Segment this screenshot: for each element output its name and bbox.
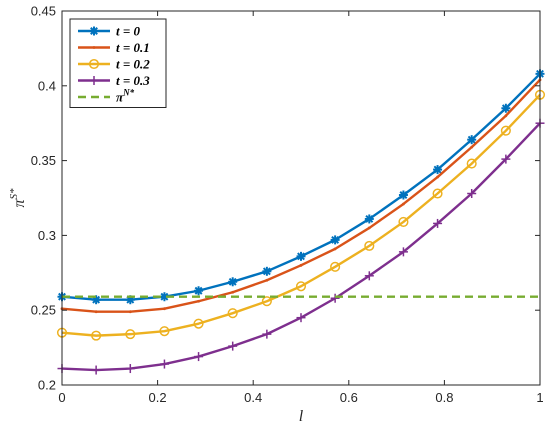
data-point: [364, 240, 375, 251]
data-point: [402, 202, 405, 206]
data-point: [299, 263, 303, 267]
data-point: [265, 278, 269, 282]
legend-item: t = 0.2: [78, 57, 150, 72]
y-tick-label: 0.45: [31, 4, 56, 19]
data-point: [470, 145, 474, 149]
y-tick-label: 0.35: [31, 153, 56, 168]
legend: t = 0t = 0.1t = 0.2t = 0.3πN*: [69, 18, 167, 108]
data-point: [91, 330, 102, 341]
series-3: [57, 118, 545, 375]
y-axis-title: πS*: [8, 188, 28, 208]
data-point: [128, 310, 132, 314]
data-point: [433, 165, 443, 175]
legend-marker: [92, 46, 96, 49]
ticks-layer: 0 0.2 0.4 0.6 0.8 10.20.250.30.350.40.45: [31, 4, 544, 406]
x-tick-label: 0.6: [340, 390, 358, 405]
data-point: [231, 290, 235, 294]
legend-item: t = 0.1: [78, 40, 150, 55]
x-axis-title: l: [299, 408, 304, 425]
y-tick-label: 0.25: [31, 303, 56, 318]
data-point: [432, 188, 443, 199]
data-point: [159, 359, 169, 369]
data-point: [436, 175, 439, 179]
data-point: [262, 266, 272, 276]
data-point: [194, 352, 204, 362]
data-point: [159, 326, 170, 337]
data-point: [467, 135, 477, 145]
legend-marker: [89, 76, 99, 85]
data-point: [262, 329, 272, 339]
data-point: [433, 218, 443, 228]
x-tick-label: 0.2: [149, 390, 167, 405]
data-point: [500, 125, 511, 136]
data-point: [364, 271, 374, 281]
data-point: [367, 226, 371, 230]
data-point: [364, 214, 374, 224]
data-point: [193, 318, 204, 329]
data-point: [333, 247, 337, 251]
x-tick-label: 0: [58, 390, 65, 405]
data-point: [398, 216, 409, 227]
series-layer: [56, 69, 546, 375]
data-point: [501, 103, 511, 113]
series-1: [60, 78, 542, 314]
data-point: [330, 235, 340, 245]
data-point: [501, 154, 511, 164]
data-point: [194, 286, 204, 296]
legend-item: t = 0: [78, 24, 141, 39]
data-point: [466, 158, 477, 169]
legend-label: t = 0: [116, 24, 141, 39]
data-point: [197, 299, 200, 303]
data-point: [125, 364, 135, 374]
data-point: [330, 293, 340, 303]
legend-marker: [88, 58, 100, 70]
data-point: [91, 365, 101, 375]
data-point: [467, 189, 477, 199]
x-tick-label: 1: [536, 390, 543, 405]
x-tick-label: 0.4: [244, 390, 262, 405]
data-point: [228, 341, 238, 351]
legend-item: t = 0.3: [78, 73, 150, 88]
y-tick-label: 0.2: [38, 378, 56, 393]
plot-frame: [61, 10, 541, 386]
legend-label: t = 0.3: [116, 73, 150, 88]
data-point: [228, 277, 238, 287]
data-point: [125, 329, 136, 340]
legend-label: t = 0.2: [116, 57, 150, 72]
data-point: [163, 307, 166, 311]
data-point: [227, 308, 238, 319]
legend-marker: [89, 26, 99, 36]
data-point: [504, 114, 508, 118]
legend-label: t = 0.1: [116, 40, 150, 55]
data-point: [330, 261, 341, 272]
data-point: [296, 251, 306, 261]
data-point: [94, 310, 98, 314]
data-point: [295, 281, 307, 292]
series-line-2: [61, 93, 541, 337]
y-tick-label: 0.4: [38, 78, 56, 93]
series-0: [57, 69, 545, 305]
data-point: [296, 313, 306, 323]
data-point: [398, 190, 408, 200]
y-tick-label: 0.3: [38, 228, 56, 243]
data-point: [261, 296, 272, 307]
x-tick-label: 0.8: [435, 390, 453, 405]
svg-text:πS*: πS*: [8, 188, 28, 208]
data-point: [398, 247, 408, 257]
